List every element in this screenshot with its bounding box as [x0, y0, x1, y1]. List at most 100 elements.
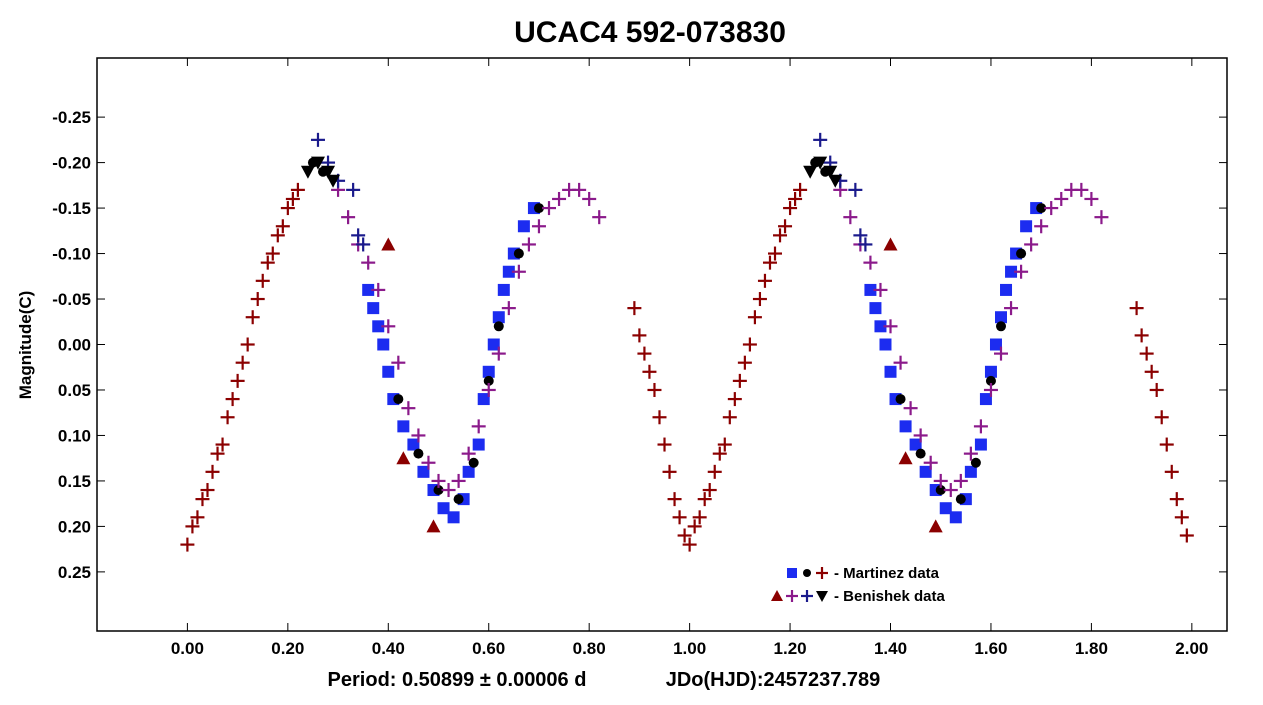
data-point [431, 473, 446, 488]
data-point [1084, 191, 1099, 206]
y-axis: -0.25 -0.20 -0.15 -0.10 -0.05 0.00 0.05 0.10 0.1… [52, 108, 1227, 582]
data-point [433, 485, 444, 496]
data-point [356, 237, 371, 252]
data-point [939, 502, 952, 515]
data-point [955, 494, 966, 505]
data-point [996, 321, 1006, 332]
data-point [874, 320, 887, 333]
data-point [1094, 210, 1109, 225]
data-point [823, 165, 838, 179]
x-tick-label: 1.60 [974, 639, 1007, 658]
data-point [803, 165, 818, 179]
data-point [933, 473, 948, 488]
data-point [185, 519, 200, 534]
data-point [426, 519, 441, 533]
data-point [215, 437, 230, 452]
data-point [190, 510, 205, 525]
y-tick-label: -0.20 [52, 154, 91, 173]
data-point [351, 228, 366, 243]
data-point [1134, 328, 1149, 343]
data-point [732, 373, 747, 388]
data-point [391, 355, 406, 370]
data-point [682, 537, 697, 552]
data-point [326, 174, 341, 188]
data-point [1020, 220, 1033, 233]
data-point [507, 247, 520, 260]
data-point [502, 265, 515, 278]
data-point [1005, 265, 1018, 278]
y-tick-label: 0.05 [58, 381, 91, 400]
data-point [1139, 346, 1154, 361]
x-tick-label: 1.00 [673, 639, 706, 658]
data-point [481, 382, 496, 397]
data-point [879, 338, 892, 351]
x-tick-label: 0.80 [573, 639, 606, 658]
data-point [813, 132, 828, 147]
data-point [381, 319, 396, 334]
data-point [382, 365, 395, 378]
data-point [788, 191, 803, 206]
x-axis: 0.00 0.20 0.40 0.60 0.80 1.00 1.20 1.40 1.60 1.80… [171, 58, 1208, 658]
data-point [994, 346, 1008, 361]
data-point [771, 590, 783, 601]
data-point [453, 494, 464, 505]
data-point [487, 338, 500, 351]
data-point [935, 485, 946, 496]
legend-label: - Martinez data [834, 565, 940, 582]
data-point [787, 568, 797, 578]
legend-label: - Benishek data [834, 588, 946, 605]
data-point [858, 237, 873, 252]
data-point [1169, 492, 1184, 507]
data-point [1036, 203, 1047, 214]
y-tick-label: 0.00 [58, 336, 91, 355]
data-point [372, 320, 385, 333]
data-point [1004, 301, 1019, 316]
data-point [341, 210, 356, 225]
data-point [255, 273, 270, 288]
y-tick-label: 0.25 [58, 563, 91, 582]
data-point [672, 510, 687, 525]
data-point [985, 375, 996, 386]
x-tick-label: 0.60 [472, 639, 505, 658]
data-point [953, 473, 968, 488]
data-point [702, 483, 717, 498]
y-tick-label: -0.25 [52, 108, 91, 127]
data-point [210, 446, 225, 461]
data-point [397, 420, 410, 433]
data-point [762, 255, 777, 270]
data-points [180, 132, 1194, 552]
data-point [1016, 248, 1027, 259]
data-point [393, 394, 404, 405]
data-point [909, 438, 922, 451]
data-point [235, 355, 250, 370]
data-point [657, 437, 672, 452]
data-point [722, 410, 737, 425]
data-point [970, 457, 981, 468]
data-point [801, 590, 813, 602]
data-point [692, 510, 707, 525]
data-point [250, 292, 265, 307]
data-point [864, 283, 877, 296]
data-point [883, 319, 898, 334]
data-point [915, 448, 926, 459]
data-point [517, 220, 530, 233]
data-point [441, 483, 456, 498]
data-point [687, 519, 702, 534]
data-point [413, 448, 424, 459]
data-point [816, 591, 828, 602]
data-point [285, 191, 300, 206]
data-point [491, 346, 506, 361]
data-point [697, 492, 712, 507]
x-tick-label: 1.20 [774, 639, 807, 658]
data-point [513, 248, 524, 259]
chart-title: UCAC4 592-073830 [514, 16, 786, 49]
data-point [501, 301, 516, 316]
y-axis-label: Magnitude(C) [16, 291, 35, 400]
data-point [757, 273, 772, 288]
data-point [899, 420, 912, 433]
data-point [983, 382, 998, 397]
data-point [1159, 437, 1174, 452]
data-point [533, 203, 544, 214]
data-point [652, 410, 667, 425]
